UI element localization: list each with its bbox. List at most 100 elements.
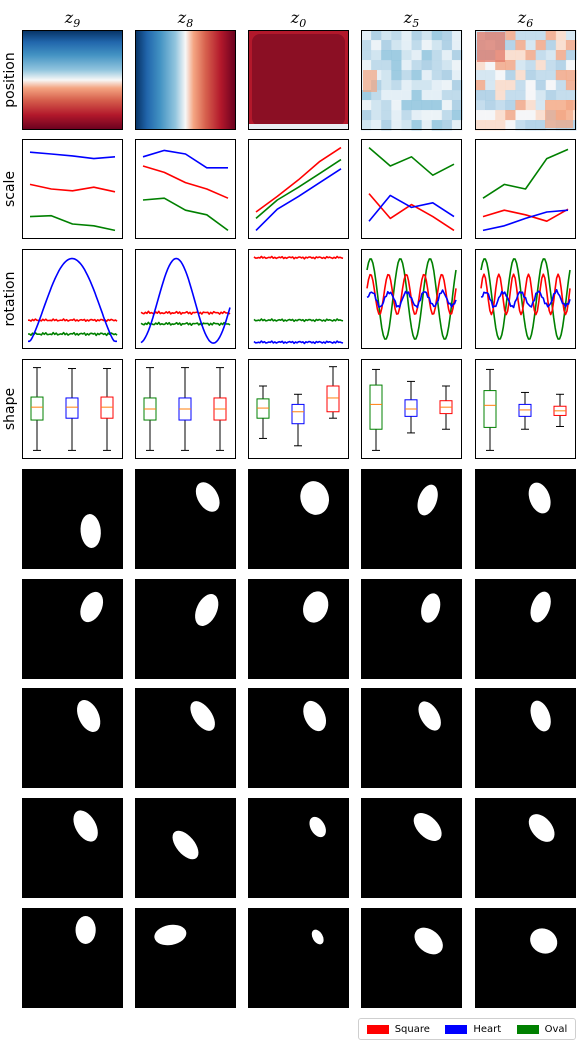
- position-heatmap-cell: [381, 30, 392, 41]
- rotation-panel-frame: [135, 249, 236, 349]
- scale-line-oval: [482, 148, 569, 199]
- boxplot-box-heart: [291, 403, 305, 425]
- position-heatmap-cell: [525, 90, 537, 101]
- position-panel-frame: [475, 30, 576, 130]
- position-heatmap-cell: [371, 120, 382, 131]
- position-heatmap-cell: [451, 50, 463, 61]
- position-heatmap-cell: [451, 80, 463, 91]
- position-heatmap-cell: [535, 30, 547, 41]
- position-heatmap-cell: [485, 80, 496, 91]
- scale-line-heart: [29, 151, 116, 160]
- position-heatmap-cell: [475, 80, 486, 91]
- sample-image: [22, 908, 123, 1008]
- position-heatmap-cell: [495, 70, 506, 81]
- shape-panel-frame: [22, 359, 123, 459]
- position-heatmap-cell: [391, 80, 402, 91]
- position-heatmap-cell: [421, 70, 433, 81]
- scale-line-heart: [142, 149, 228, 169]
- legend-label-square: Square: [394, 1023, 430, 1035]
- scale-panel-frame: [361, 139, 462, 239]
- position-heatmap-cell: [475, 120, 486, 131]
- row-label-shape: shape: [2, 388, 18, 430]
- position-heatmap-cell: [565, 70, 577, 81]
- rotation-line-square: [366, 273, 457, 315]
- position-heatmap-cell: [545, 70, 557, 81]
- position-heatmap-cell: [441, 120, 453, 131]
- scale-line-heart: [255, 168, 342, 231]
- sample-image: [135, 908, 236, 1008]
- sample-shape: [190, 701, 215, 731]
- position-heatmap-cell: [411, 60, 423, 71]
- position-heatmap-cell: [515, 60, 526, 71]
- rotation-line-oval: [480, 258, 571, 340]
- sample-image: [361, 908, 462, 1008]
- position-heatmap-cell: [565, 30, 577, 41]
- sample-image: [475, 688, 576, 788]
- position-heatmap-cell: [475, 100, 486, 111]
- sample-image: [248, 908, 349, 1008]
- position-heatmap-cell: [515, 80, 526, 91]
- position-heatmap-cell: [451, 120, 463, 131]
- position-heatmap-cell: [381, 100, 392, 111]
- position-heatmap-cell: [565, 80, 577, 91]
- sample-shape: [413, 813, 442, 841]
- row-label-position: position: [2, 52, 18, 107]
- position-heatmap-cell: [371, 100, 382, 111]
- position-heatmap-cell: [431, 90, 443, 101]
- scale-line-oval: [368, 146, 455, 176]
- position-heatmap-cell: [515, 120, 526, 131]
- position-heatmap-cell: [485, 90, 496, 101]
- position-heatmap-cell: [495, 90, 506, 101]
- position-heatmap-cell: [361, 60, 372, 71]
- position-heatmap-cell: [431, 50, 443, 61]
- sample-shape: [154, 924, 187, 946]
- position-heatmap-cell: [371, 60, 382, 71]
- boxplot-box-oval: [369, 384, 383, 430]
- scale-line-square: [482, 208, 569, 222]
- boxplot-box-heart: [65, 397, 79, 419]
- position-heatmap-cell: [535, 80, 547, 91]
- legend-swatch-square: [366, 1024, 389, 1034]
- sample-image: [475, 579, 576, 679]
- position-heatmap-cell: [441, 50, 453, 61]
- position-heatmap-cell: [441, 90, 453, 101]
- position-heatmap-cell: [441, 110, 453, 121]
- position-heatmap-cell: [525, 100, 537, 111]
- position-heatmap-cell: [485, 100, 496, 111]
- sample-shape: [421, 593, 441, 623]
- sample-image: [361, 688, 462, 788]
- position-heatmap-cell: [361, 50, 372, 61]
- shape-panel-frame: [361, 359, 462, 459]
- sample-shape: [528, 482, 551, 514]
- boxplot-box-oval: [30, 396, 44, 421]
- position-heatmap-cell: [525, 70, 537, 81]
- scale-line-oval: [142, 197, 229, 232]
- scale-line-square: [29, 183, 116, 193]
- position-heatmap-cell: [381, 80, 392, 91]
- position-heatmap-cell: [401, 90, 412, 101]
- position-heatmap-cell: [525, 40, 537, 51]
- legend-item-square: Square: [366, 1023, 430, 1035]
- position-heatmap-cell: [451, 40, 463, 51]
- position-heatmap-cell: [391, 40, 402, 51]
- position-heatmap-cell: [381, 90, 392, 101]
- rotation-line-oval: [366, 258, 457, 340]
- scale-panel-frame: [135, 139, 236, 239]
- rotation-line-heart: [253, 340, 344, 345]
- row-label-rotation: rotation: [2, 272, 18, 327]
- shape-panel-frame: [248, 359, 349, 459]
- position-heatmap-cell: [535, 100, 547, 111]
- rotation-line-heart: [140, 257, 231, 344]
- position-heatmap-cell: [505, 30, 516, 41]
- sample-image: [475, 908, 576, 1008]
- position-heatmap-cell: [505, 60, 516, 71]
- boxplot-box-square: [326, 385, 340, 413]
- sample-shape: [80, 514, 101, 548]
- sample-shape: [172, 830, 199, 860]
- rotation-line-heart: [28, 257, 117, 343]
- position-heatmap-cell: [515, 40, 526, 51]
- sample-shape: [309, 816, 326, 838]
- position-heatmap-cell: [441, 80, 453, 91]
- sample-shape: [414, 927, 443, 955]
- column-header-3: z5: [403, 8, 419, 30]
